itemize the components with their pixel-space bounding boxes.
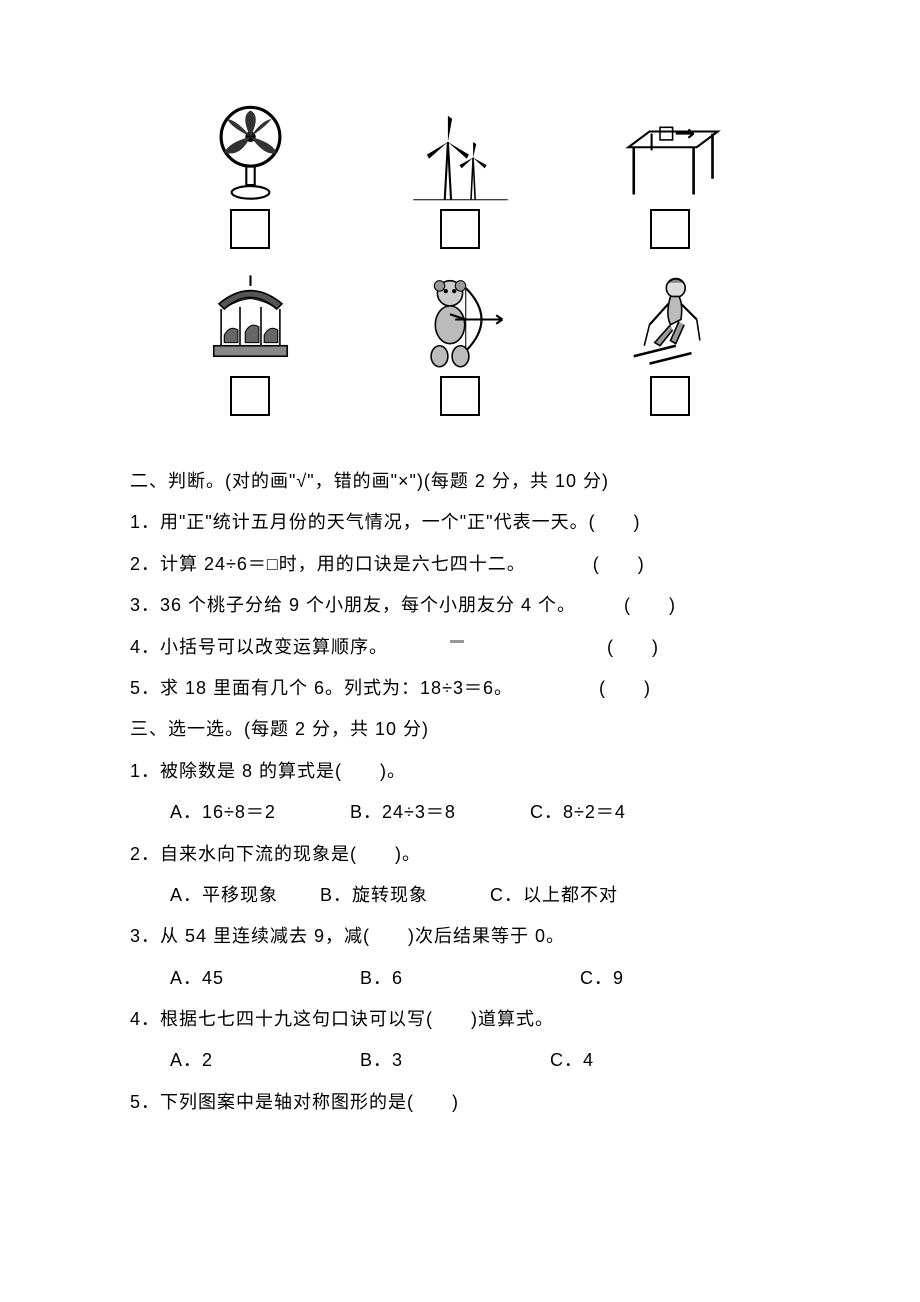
image-row-2 [190,267,790,416]
s2-item-5: 5．求 18 里面有几个 6。列式为：18÷3＝6。 ( ) [130,668,790,709]
s3-q3-options: A．45 B．6 C．9 [130,958,790,999]
answer-box-carousel[interactable] [230,376,270,416]
answer-box-skier[interactable] [650,376,690,416]
s3-q1-options: A．16÷8＝2 B．24÷3＝8 C．8÷2＝4 [130,792,790,833]
answer-box-archer[interactable] [440,376,480,416]
s3-q1-b: B．24÷3＝8 [350,792,530,833]
answer-box-windmill[interactable] [440,209,480,249]
archer-icon [408,267,513,372]
s3-q3-c: C．9 [580,958,624,999]
item-archer [400,267,520,416]
s3-q3-b: B．6 [360,958,580,999]
skier-icon [618,267,723,372]
image-row-1 [190,100,790,249]
image-classification-grid [130,100,790,416]
s3-q4-stem: 4．根据七七四十九这句口诀可以写( )道算式。 [130,999,790,1040]
s3-q2-b: B．旋转现象 [320,875,490,916]
answer-box-table[interactable] [650,209,690,249]
fan-icon [198,100,303,205]
s3-q3-a: A．45 [170,958,360,999]
item-skier [610,267,730,416]
table-slide-icon [618,100,723,205]
s3-q4-b: B．3 [360,1040,550,1081]
s3-q4-options: A．2 B．3 C．4 [130,1040,790,1081]
carousel-icon [198,267,303,372]
s3-q2-a: A．平移现象 [170,875,320,916]
s3-q2-c: C．以上都不对 [490,875,618,916]
item-table [610,100,730,249]
s2-item-4: 4．小括号可以改变运算顺序。 ( ) [130,627,790,668]
section2-heading: 二、判断。(对的画"√"，错的画"×")(每题 2 分，共 10 分) [130,461,790,502]
s3-q4-c: C．4 [550,1040,594,1081]
s2-item-3: 3．36 个桃子分给 9 个小朋友，每个小朋友分 4 个。 ( ) [130,585,790,626]
windmill-icon [408,100,513,205]
s2-item-1: 1．用"正"统计五月份的天气情况，一个"正"代表一天。( ) [130,502,790,543]
center-mark-icon [450,640,464,643]
s3-q3-stem: 3．从 54 里连续减去 9，减( )次后结果等于 0。 [130,916,790,957]
s3-q1-a: A．16÷8＝2 [170,792,350,833]
item-windmill [400,100,520,249]
s3-q4-a: A．2 [170,1040,360,1081]
answer-box-fan[interactable] [230,209,270,249]
s3-q2-options: A．平移现象 B．旋转现象 C．以上都不对 [130,875,790,916]
item-fan [190,100,310,249]
s3-q5-stem: 5．下列图案中是轴对称图形的是( ) [130,1082,790,1123]
s3-q1-stem: 1．被除数是 8 的算式是( )。 [130,751,790,792]
s2-item-2: 2．计算 24÷6＝□时，用的口诀是六七四十二。 ( ) [130,544,790,585]
item-carousel [190,267,310,416]
s3-q1-c: C．8÷2＝4 [530,792,626,833]
s3-q2-stem: 2．自来水向下流的现象是( )。 [130,834,790,875]
section3-heading: 三、选一选。(每题 2 分，共 10 分) [130,709,790,750]
